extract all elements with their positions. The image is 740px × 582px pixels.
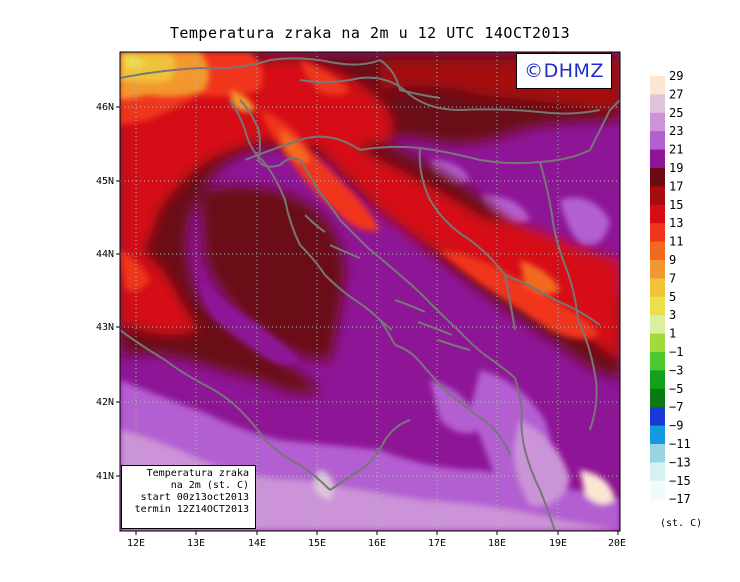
- colorbar-swatch: [650, 388, 665, 408]
- x-tick-label: 19E: [549, 538, 567, 549]
- info-line-2: na 2m (st. C): [170, 480, 249, 491]
- colorbar-label: 3: [669, 308, 676, 322]
- colorbar-units: (st. C): [660, 518, 703, 529]
- x-tick-label: 20E: [608, 538, 626, 549]
- colorbar-label: −9: [669, 419, 683, 433]
- colorbar-swatch: [650, 223, 665, 243]
- map-frame: [119, 51, 621, 532]
- colorbar-label: 15: [669, 198, 683, 212]
- x-tick-label: 16E: [368, 538, 386, 549]
- colorbar-swatch: [650, 296, 665, 316]
- colorbar-swatch: [650, 131, 665, 151]
- colorbar-swatch: [650, 370, 665, 390]
- x-tick-label: 13E: [187, 538, 205, 549]
- colorbar-label: 1: [669, 327, 676, 341]
- colorbar-swatch: [650, 149, 665, 169]
- coastlines: [120, 57, 620, 531]
- colorbar-label: −17: [669, 492, 691, 506]
- colorbar-swatch: [650, 112, 665, 132]
- colorbar-label: −13: [669, 455, 691, 469]
- temperature-field: [120, 52, 620, 531]
- y-tick-label: 46N: [96, 102, 114, 113]
- colorbar-label: 7: [669, 271, 676, 285]
- colorbar-label: 13: [669, 216, 683, 230]
- colorbar-swatch: [650, 278, 665, 298]
- x-tick-label: 17E: [428, 538, 446, 549]
- x-tick-label: 15E: [308, 538, 326, 549]
- colorbar-swatch: [650, 260, 665, 279]
- colorbar-swatch: [650, 76, 665, 95]
- logo-text: ©DHMZ: [524, 60, 604, 82]
- colorbar: 29 27 25 23 21 19 17 15 13 11 9 7 5 3 1 −1 −3 −5 −7 −9 −11 −1…: [650, 69, 691, 506]
- map-gridlines: [120, 52, 620, 531]
- colorbar-label: 25: [669, 106, 683, 120]
- colorbar-label: 29: [669, 69, 683, 83]
- colorbar-label: −7: [669, 400, 683, 414]
- x-tick-label: 12E: [127, 538, 145, 549]
- colorbar-swatch: [650, 407, 665, 427]
- colorbar-label: −1: [669, 345, 683, 359]
- map-title: Temperatura zraka na 2m u 12 UTC 14OCT20…: [169, 24, 571, 42]
- colorbar-swatch: [650, 186, 665, 206]
- colorbar-swatch: [650, 315, 665, 335]
- colorbar-label: 17: [669, 179, 683, 193]
- y-tick-label: 44N: [96, 249, 114, 260]
- y-axis: 46N 45N 44N 43N 42N 41N: [96, 102, 120, 482]
- colorbar-label: 11: [669, 235, 683, 249]
- dhmz-logo: ©DHMZ: [516, 53, 612, 89]
- colorbar-label: 23: [669, 124, 683, 138]
- y-tick-label: 43N: [96, 322, 114, 333]
- colorbar-label: 21: [669, 143, 683, 157]
- colorbar-label: −3: [669, 363, 683, 377]
- colorbar-swatch: [650, 480, 665, 500]
- colorbar-swatch: [650, 352, 665, 371]
- x-tick-label: 18E: [488, 538, 506, 549]
- colorbar-label: −15: [669, 474, 691, 488]
- colorbar-label: 19: [669, 161, 683, 175]
- colorbar-label: 5: [669, 290, 676, 304]
- colorbar-swatch: [650, 333, 665, 353]
- y-tick-label: 45N: [96, 176, 114, 187]
- colorbar-label: 27: [669, 87, 683, 101]
- info-line-3: start 00z13oct2013: [140, 492, 249, 503]
- colorbar-label: −11: [669, 437, 691, 451]
- x-axis: 12E 13E 14E 15E 16E 17E 18E 19E 20E: [127, 531, 626, 549]
- colorbar-swatch: [650, 94, 665, 114]
- colorbar-swatch: [650, 462, 665, 482]
- colorbar-swatch: [650, 444, 665, 463]
- colorbar-label: 9: [669, 253, 676, 267]
- colorbar-swatch: [650, 425, 665, 445]
- colorbar-label: −5: [669, 382, 683, 396]
- y-tick-label: 41N: [96, 471, 114, 482]
- info-box: Temperatura zraka na 2m (st. C) start 00…: [121, 465, 256, 529]
- info-line-1: Temperatura zraka: [146, 468, 249, 479]
- colorbar-swatch: [650, 241, 665, 261]
- colorbar-swatch: [650, 168, 665, 187]
- x-tick-label: 14E: [248, 538, 266, 549]
- info-line-4: termin 12Z14OCT2013: [134, 504, 249, 515]
- colorbar-swatch: [650, 204, 665, 224]
- y-tick-label: 42N: [96, 397, 114, 408]
